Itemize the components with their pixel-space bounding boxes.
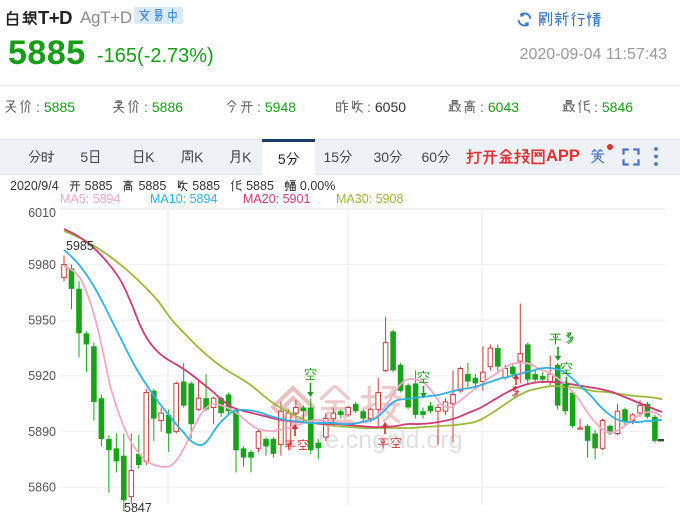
svg-text:5890: 5890	[28, 425, 56, 439]
svg-text:5985: 5985	[66, 239, 94, 253]
svg-text:6010: 6010	[28, 206, 56, 220]
svg-text:5980: 5980	[28, 258, 56, 272]
svg-text:5847: 5847	[124, 501, 152, 515]
svg-text:te.cngold.org: te.cngold.org	[318, 426, 463, 454]
svg-text:5860: 5860	[28, 481, 56, 495]
svg-text:5920: 5920	[28, 369, 56, 383]
svg-text:5950: 5950	[28, 314, 56, 328]
